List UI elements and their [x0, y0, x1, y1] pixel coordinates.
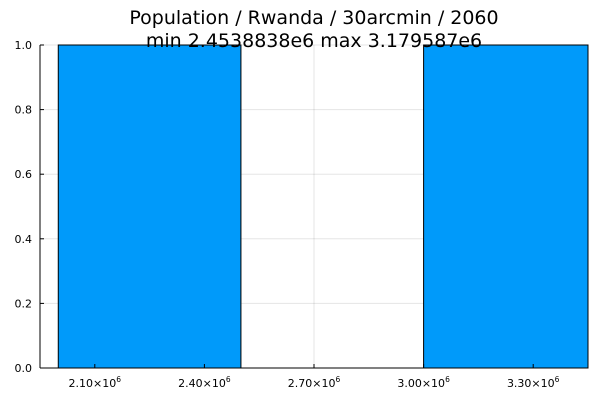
y-tick-label: 0.4 [15, 233, 33, 246]
x-tick-label: 2.10×106 [69, 375, 122, 390]
ticks-layer: 0.0 0.2 0.4 0.6 0.8 1.0 2.10×106 2.40×106 2.70×1… [15, 39, 560, 390]
y-tick-label: 0.0 [15, 362, 33, 375]
y-tick-label: 0.2 [15, 297, 33, 310]
x-tick-label: 3.30×106 [507, 375, 560, 390]
x-tick-label: 2.70×106 [288, 375, 341, 390]
y-tick-label: 0.6 [15, 168, 33, 181]
histogram-bar [423, 44, 589, 369]
y-tick-label: 1.0 [15, 39, 33, 52]
chart-subtitle: min 2.4538838e6 max 3.179587e6 [146, 30, 482, 52]
chart-title: Population / Rwanda / 30arcmin / 2060 [129, 7, 498, 29]
bars-layer [57, 44, 589, 369]
y-tick-label: 0.8 [15, 104, 33, 117]
x-tick-label: 3.00×106 [397, 375, 450, 390]
x-tick-label: 2.40×106 [178, 375, 231, 390]
histogram-bar [57, 44, 242, 369]
